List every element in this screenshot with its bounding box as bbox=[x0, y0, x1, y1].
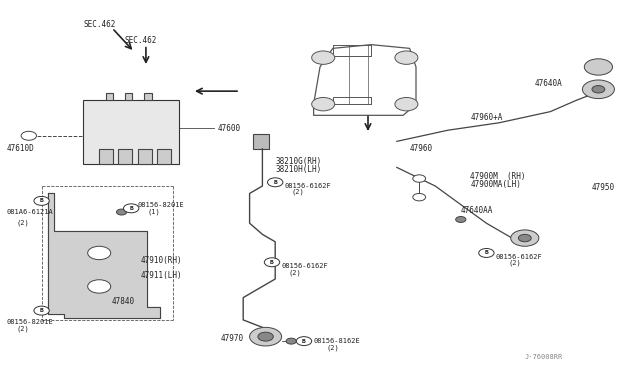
Text: B: B bbox=[40, 198, 44, 203]
Circle shape bbox=[116, 209, 127, 215]
Bar bbox=[125, 93, 132, 100]
Circle shape bbox=[88, 246, 111, 260]
Text: 08156-8162E: 08156-8162E bbox=[314, 338, 360, 344]
Bar bbox=[83, 100, 179, 164]
Circle shape bbox=[395, 97, 418, 111]
Text: (2): (2) bbox=[291, 188, 304, 195]
Text: 47840: 47840 bbox=[112, 297, 135, 306]
Bar bbox=[99, 149, 113, 164]
Circle shape bbox=[312, 51, 335, 64]
Text: 47640A: 47640A bbox=[534, 79, 562, 88]
Text: 38210G(RH): 38210G(RH) bbox=[275, 157, 321, 166]
Text: (2): (2) bbox=[509, 260, 522, 266]
Text: 47900MA(LH): 47900MA(LH) bbox=[470, 180, 521, 189]
Text: B: B bbox=[40, 308, 44, 313]
Text: J·76008RR: J·76008RR bbox=[525, 354, 563, 360]
Text: SEC.462: SEC.462 bbox=[83, 20, 116, 29]
Circle shape bbox=[250, 327, 282, 346]
Circle shape bbox=[395, 51, 418, 64]
Circle shape bbox=[88, 280, 111, 293]
Text: 08156-8201E: 08156-8201E bbox=[6, 319, 53, 325]
Text: 47960+A: 47960+A bbox=[470, 113, 503, 122]
Circle shape bbox=[479, 248, 494, 257]
Text: (1): (1) bbox=[147, 209, 160, 215]
Circle shape bbox=[21, 131, 36, 140]
Text: 47970: 47970 bbox=[221, 334, 244, 343]
Circle shape bbox=[584, 59, 612, 75]
Circle shape bbox=[413, 193, 426, 201]
Text: 08156-6162F: 08156-6162F bbox=[496, 254, 543, 260]
Text: (2): (2) bbox=[16, 326, 29, 333]
Text: 47910(RH): 47910(RH) bbox=[141, 256, 182, 265]
Circle shape bbox=[582, 80, 614, 99]
Circle shape bbox=[264, 258, 280, 267]
Text: B: B bbox=[302, 339, 306, 344]
Text: 08156-6162F: 08156-6162F bbox=[285, 183, 332, 189]
Circle shape bbox=[286, 338, 296, 344]
Bar bbox=[144, 93, 152, 100]
Text: B: B bbox=[484, 250, 488, 256]
Circle shape bbox=[413, 175, 426, 182]
Text: 47900M  (RH): 47900M (RH) bbox=[470, 172, 526, 181]
Circle shape bbox=[312, 97, 335, 111]
Bar bbox=[106, 93, 113, 100]
Text: B: B bbox=[129, 206, 133, 211]
Circle shape bbox=[34, 306, 49, 315]
Bar bbox=[118, 149, 132, 164]
Text: 081A6-6121A: 081A6-6121A bbox=[6, 209, 53, 215]
Text: SEC.462: SEC.462 bbox=[125, 36, 157, 45]
Text: 47950: 47950 bbox=[592, 183, 615, 192]
Bar bbox=[138, 149, 152, 164]
Text: 47640AA: 47640AA bbox=[461, 206, 493, 215]
Text: 47600: 47600 bbox=[218, 124, 241, 133]
Polygon shape bbox=[48, 193, 160, 318]
Circle shape bbox=[592, 86, 605, 93]
Text: 47960: 47960 bbox=[410, 144, 433, 153]
Text: 47911(LH): 47911(LH) bbox=[141, 271, 182, 280]
Text: 47610D: 47610D bbox=[6, 144, 34, 153]
Circle shape bbox=[518, 234, 531, 242]
Text: (2): (2) bbox=[326, 344, 339, 351]
Circle shape bbox=[34, 196, 49, 205]
Circle shape bbox=[296, 337, 312, 346]
Text: B: B bbox=[273, 180, 277, 185]
Circle shape bbox=[456, 217, 466, 222]
Text: 08156-8201E: 08156-8201E bbox=[138, 202, 184, 208]
Text: B: B bbox=[270, 260, 274, 265]
Circle shape bbox=[124, 204, 139, 213]
Circle shape bbox=[258, 332, 273, 341]
Text: 38210H(LH): 38210H(LH) bbox=[275, 165, 321, 174]
Bar bbox=[157, 149, 171, 164]
Text: 08156-6162F: 08156-6162F bbox=[282, 263, 328, 269]
Bar bbox=[253, 134, 269, 149]
Text: (2): (2) bbox=[16, 220, 29, 227]
Text: (2): (2) bbox=[288, 269, 301, 276]
Circle shape bbox=[511, 230, 539, 246]
Circle shape bbox=[268, 178, 283, 187]
